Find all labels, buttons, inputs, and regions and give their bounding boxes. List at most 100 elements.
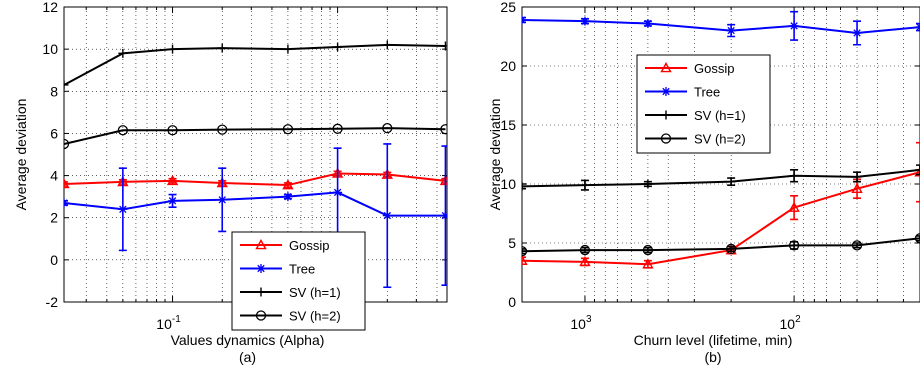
data-point: [642, 258, 654, 269]
data-point: [789, 171, 799, 181]
y-tick-label: 12: [42, 0, 58, 15]
legend: Gossip Tree SV (h=1) SV (h=2): [636, 54, 771, 154]
series-line: [64, 172, 446, 187]
data-point: [332, 123, 343, 134]
data-point: [167, 125, 178, 136]
legend-box: [231, 231, 366, 331]
y-tick-label: 8: [50, 83, 58, 99]
y-tick-label: 0: [508, 294, 516, 310]
y-axis-label: Average deviation: [13, 99, 29, 211]
data-point: [852, 172, 862, 182]
legend-item: SV (h=1): [645, 108, 746, 123]
error-bar: [522, 248, 526, 255]
legend-label: SV (h=1): [694, 108, 746, 123]
error-bar: [727, 245, 736, 253]
error-bar: [916, 164, 920, 176]
series-line: [64, 191, 446, 217]
series-tree: [522, 10, 920, 46]
legend-marker: [661, 87, 671, 96]
legend-item: Gossip: [645, 61, 734, 76]
data-point: [643, 19, 653, 29]
error-bar: [853, 242, 862, 249]
y-tick-label: 20: [500, 58, 516, 74]
y-tick-label: 10: [42, 41, 58, 57]
y-axis-label: Average deviation: [487, 99, 503, 211]
legend-marker: [255, 239, 267, 250]
data-point: [522, 246, 528, 257]
legend-item: SV (h=2): [240, 309, 341, 324]
data-point: [788, 201, 800, 212]
data-point: [118, 204, 128, 214]
data-point: [522, 254, 528, 265]
series-gossip: [64, 167, 447, 190]
x-axis-label: Values dynamics (Alpha): [171, 332, 325, 348]
data-point: [382, 123, 393, 134]
series-line: [64, 127, 446, 145]
error-bar: [580, 246, 589, 254]
data-point: [788, 240, 800, 251]
data-point: [217, 124, 228, 135]
error-bar: [916, 141, 920, 203]
data-point: [282, 179, 294, 190]
legend-marker: [255, 310, 267, 321]
legend-marker: [660, 133, 672, 144]
data-point: [333, 42, 343, 52]
y-tick-label: 5: [508, 235, 516, 251]
axes-frame: [521, 6, 920, 303]
data-point: [580, 180, 590, 190]
legend-marker: [660, 62, 672, 73]
data-point: [522, 15, 527, 25]
data-point: [333, 187, 343, 197]
data-point: [579, 255, 591, 267]
figure-caption: (a): [239, 349, 256, 365]
error-bar: [283, 182, 292, 188]
legend-marker: [661, 110, 671, 120]
legend-marker: [256, 264, 266, 273]
data-point: [789, 21, 799, 31]
data-point: [914, 233, 920, 244]
y-tick-label: 25: [500, 0, 516, 15]
data-point: [440, 41, 447, 51]
legend-label: Tree: [694, 85, 720, 100]
legend-label: SV (h=2): [694, 132, 746, 147]
legend-item: Tree: [240, 262, 315, 277]
data-point: [852, 28, 862, 38]
legend-item: Gossip: [240, 238, 329, 253]
y-tick-label: 2: [50, 210, 58, 226]
x-tick-label: 103: [570, 314, 592, 332]
data-point: [579, 244, 591, 256]
data-point: [851, 240, 863, 251]
legend: Gossip Tree SV (h=1) SV (h=2): [231, 231, 366, 331]
data-point: [168, 44, 178, 54]
series-sv-h-2: [64, 123, 447, 150]
legend-box: [636, 54, 771, 154]
series-layer: [522, 10, 920, 269]
data-point: [642, 244, 654, 256]
y-tick-label: 0: [50, 252, 58, 268]
data-point: [64, 178, 70, 189]
legend-label: SV (h=2): [289, 309, 341, 324]
data-point: [217, 43, 227, 53]
data-point: [725, 243, 737, 255]
series-layer: [64, 40, 447, 289]
y-tick-label: 10: [500, 176, 516, 192]
error-bar: [64, 181, 68, 187]
data-point: [726, 177, 736, 187]
legend-item: SV (h=2): [645, 132, 746, 147]
data-point: [64, 138, 70, 150]
data-point: [282, 124, 294, 135]
legend-item: Tree: [645, 85, 720, 100]
y-tick-label: -2: [46, 294, 59, 310]
error-bar: [168, 177, 177, 184]
x-axis-label: Churn level (lifetime, min): [634, 332, 793, 348]
data-point: [643, 179, 653, 189]
legend-label: Gossip: [289, 238, 329, 253]
error-bar: [916, 235, 920, 242]
legend-marker: [256, 287, 266, 297]
data-point: [166, 174, 179, 186]
data-point: [382, 40, 392, 50]
legend-label: Tree: [289, 262, 315, 277]
